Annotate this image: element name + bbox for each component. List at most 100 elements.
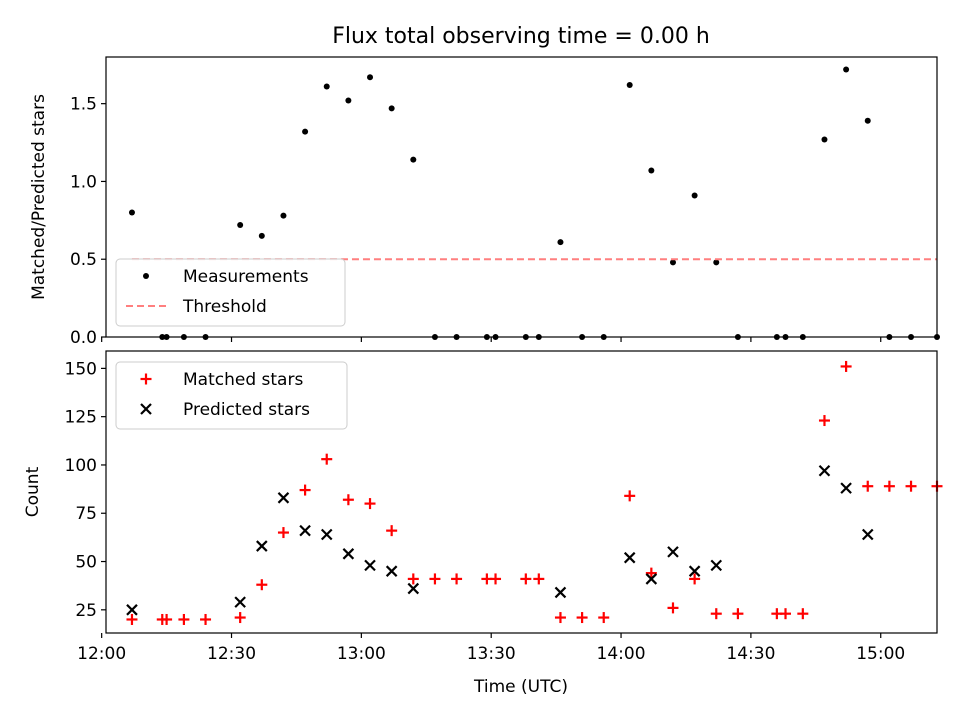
measurement-point bbox=[323, 83, 330, 90]
y-axis-label: Count bbox=[23, 466, 43, 517]
x-tick-label: 14:00 bbox=[597, 644, 646, 664]
predicted-point bbox=[840, 482, 852, 494]
predicted-point-b bbox=[364, 559, 376, 572]
predicted-point-b bbox=[623, 551, 636, 564]
matched-point bbox=[710, 608, 722, 620]
top-panel-ratio: 0.0 0.5 1.0 1.5 Matched/Predicted stars Measu… bbox=[29, 56, 940, 348]
predicted-point-b bbox=[840, 482, 852, 494]
matched-point bbox=[780, 608, 792, 620]
x-tick-label: 13:30 bbox=[467, 644, 516, 664]
predicted-point bbox=[623, 551, 636, 564]
matched-point bbox=[407, 573, 419, 585]
matched-point bbox=[818, 415, 830, 427]
legend-marker-predicted bbox=[140, 403, 152, 415]
measurement-point bbox=[128, 209, 135, 216]
legend-marker-matched bbox=[140, 373, 152, 385]
predicted-point-b bbox=[385, 565, 398, 577]
bottom-panel-counts: 12:00 12:30 13:00 13:30 14:00 14:30 15:00 25 50 7… bbox=[23, 350, 943, 664]
measurement-point bbox=[388, 105, 395, 112]
predicted-point bbox=[126, 604, 138, 616]
measurement-point bbox=[258, 232, 265, 239]
measurement-point bbox=[713, 259, 720, 266]
chart-title: Flux total observing time = 0.00 h bbox=[332, 24, 710, 49]
measurement-point bbox=[345, 97, 352, 104]
y-tick-label: 25 bbox=[75, 601, 97, 621]
matched-point bbox=[386, 525, 398, 537]
matched-point bbox=[299, 484, 311, 496]
matched-point bbox=[689, 573, 701, 585]
matched-point bbox=[429, 573, 441, 585]
predicted-point bbox=[554, 586, 567, 599]
matched-point bbox=[576, 612, 588, 624]
predicted-point-b bbox=[710, 559, 723, 572]
predicted-point bbox=[364, 559, 376, 572]
measurement-point bbox=[302, 128, 309, 135]
matched-point bbox=[256, 579, 268, 591]
y-tick-label: 1.5 bbox=[70, 95, 97, 115]
matched-point bbox=[277, 527, 289, 539]
y-tick-label: 1.0 bbox=[70, 172, 97, 192]
measurement-point bbox=[648, 167, 655, 174]
matched-point bbox=[905, 480, 917, 492]
matched-point bbox=[624, 490, 636, 502]
measurement-point bbox=[864, 117, 871, 124]
legend-box bbox=[115, 258, 346, 327]
measurement-point bbox=[237, 222, 244, 228]
y-tick-label: 125 bbox=[65, 408, 97, 428]
y-tick-label: 50 bbox=[75, 553, 97, 573]
legend-marker-predicted-b bbox=[140, 403, 152, 415]
x-tick-label: 15:00 bbox=[856, 644, 905, 664]
matched-point bbox=[645, 567, 657, 579]
y-tick-label: 75 bbox=[75, 504, 97, 524]
matched-point bbox=[533, 573, 545, 585]
x-tick-label: 14:30 bbox=[726, 644, 775, 664]
matched-point bbox=[797, 608, 809, 620]
predicted-point-b bbox=[320, 528, 333, 541]
predicted-point bbox=[256, 540, 268, 552]
legend-label: Matched stars bbox=[183, 370, 303, 390]
y-tick-label: 150 bbox=[65, 359, 97, 379]
predicted-point bbox=[818, 464, 831, 477]
matched-point bbox=[490, 573, 502, 585]
matched-point bbox=[883, 480, 895, 492]
predicted-point bbox=[861, 528, 874, 541]
matched-point bbox=[862, 480, 874, 492]
measurement-point bbox=[410, 156, 417, 163]
x-axis-label: Time (UTC) bbox=[473, 677, 568, 697]
predicted-point-b bbox=[407, 582, 420, 595]
y-axis-label: Matched/Predicted stars bbox=[29, 94, 49, 300]
measurement-point bbox=[626, 82, 633, 88]
y-tick-label: 100 bbox=[65, 456, 97, 476]
predicted-point-b bbox=[342, 548, 355, 560]
predicted-point bbox=[407, 582, 420, 595]
matched-point bbox=[598, 612, 610, 624]
predicted-point bbox=[277, 492, 290, 504]
matched-point bbox=[554, 612, 566, 624]
legend-label: Threshold bbox=[182, 297, 267, 317]
predicted-point bbox=[234, 596, 246, 608]
measurement-point bbox=[669, 259, 676, 266]
x-tick-label: 13:00 bbox=[337, 644, 386, 664]
measurement-point bbox=[280, 212, 287, 219]
predicted-point-b bbox=[299, 524, 311, 537]
matched-point bbox=[732, 608, 744, 620]
measurement-point bbox=[691, 192, 698, 199]
measurement-point bbox=[557, 239, 564, 246]
predicted-point-b bbox=[861, 528, 874, 541]
measurement-point bbox=[843, 66, 850, 73]
matched-point bbox=[520, 573, 532, 585]
predicted-point bbox=[342, 548, 355, 560]
predicted-point-b bbox=[667, 546, 679, 558]
predicted-point bbox=[710, 559, 723, 572]
predicted-point-b bbox=[554, 586, 567, 599]
x-tick-label: 12:30 bbox=[207, 644, 256, 664]
x-tick-label: 12:00 bbox=[77, 644, 126, 664]
predicted-point-b bbox=[277, 492, 290, 504]
predicted-point bbox=[385, 565, 398, 577]
matched-point bbox=[178, 613, 190, 625]
predicted-point-b bbox=[645, 573, 658, 585]
predicted-point-b bbox=[818, 464, 831, 477]
predicted-point-b bbox=[126, 604, 138, 616]
